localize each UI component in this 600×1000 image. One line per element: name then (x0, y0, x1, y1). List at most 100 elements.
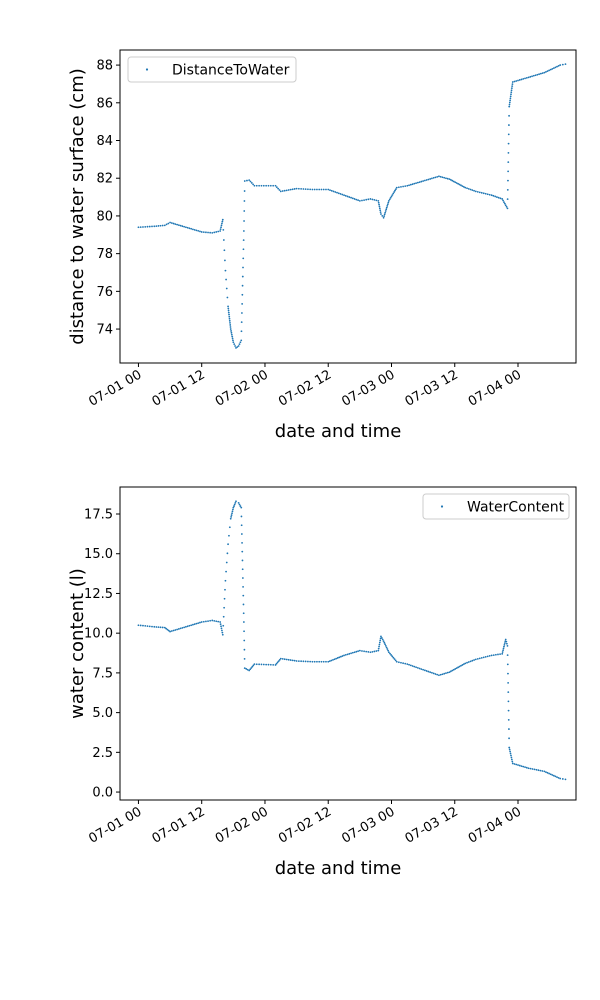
data-point (420, 180, 423, 183)
data-point (506, 663, 509, 666)
data-point (508, 746, 511, 749)
data-point (508, 728, 510, 730)
data-point (460, 664, 462, 667)
data-point (385, 646, 388, 649)
data-point (378, 643, 381, 646)
data-point (464, 662, 467, 665)
data-point (226, 296, 229, 299)
data-point (480, 191, 483, 194)
data-point (505, 642, 508, 645)
data-point (510, 93, 512, 96)
data-point (506, 198, 509, 201)
data-point (320, 660, 323, 663)
data-point (146, 625, 149, 628)
data-point (402, 185, 404, 188)
data-point (242, 239, 245, 242)
data-point (227, 543, 229, 546)
data-point (249, 180, 252, 183)
data-point (307, 660, 309, 663)
data-point (179, 224, 182, 227)
data-point (237, 501, 240, 504)
data-point (358, 649, 361, 652)
x-tick-label: 07-04 00 (466, 367, 524, 409)
data-point (506, 654, 509, 657)
data-point (169, 630, 171, 633)
data-point (159, 626, 162, 629)
data-point (137, 624, 140, 627)
data-point (390, 195, 393, 198)
data-point (211, 232, 214, 234)
data-point (241, 541, 243, 544)
data-point (335, 657, 338, 660)
data-point (384, 643, 386, 646)
data-point (277, 187, 280, 190)
x-tick-label: 07-03 00 (339, 367, 397, 409)
data-point (496, 196, 498, 198)
data-point (231, 337, 234, 340)
data-point (197, 622, 200, 625)
data-point (533, 768, 536, 771)
data-point (322, 660, 325, 663)
data-point (243, 667, 246, 670)
data-point (373, 650, 376, 653)
data-point (484, 192, 487, 195)
data-point (454, 668, 457, 670)
data-point (219, 228, 222, 231)
data-point (391, 655, 394, 658)
data-point (199, 230, 201, 233)
data-point (170, 222, 173, 224)
data-point (318, 660, 321, 663)
data-point (386, 203, 389, 206)
data-point (386, 648, 389, 650)
data-point (378, 203, 380, 206)
data-point (406, 184, 409, 187)
data-point (176, 628, 179, 631)
data-point (274, 664, 277, 666)
data-point (381, 215, 384, 217)
data-point (423, 669, 426, 672)
data-point (297, 187, 300, 190)
data-point (387, 199, 390, 202)
data-point (425, 179, 428, 181)
data-point (476, 657, 479, 660)
data-point (313, 188, 316, 191)
data-point (501, 651, 504, 653)
data-point (228, 315, 231, 318)
data-point (250, 667, 253, 669)
data-point (503, 202, 506, 205)
chart-distance-to-water: 74 76 78 80 82 84 86 88 07-01 00 07-01 12 07-02 00… (67, 49, 577, 442)
data-point (309, 188, 312, 191)
data-point (245, 668, 248, 670)
data-point (524, 77, 526, 80)
data-point (183, 626, 186, 629)
data-point (387, 649, 389, 652)
data-point (473, 659, 475, 661)
data-point (525, 766, 528, 769)
data-point (408, 184, 410, 187)
data-point (242, 248, 245, 251)
data-point (464, 186, 467, 189)
data-point (480, 657, 483, 659)
data-point (448, 671, 451, 673)
data-point (395, 660, 398, 663)
data-point (434, 673, 437, 675)
data-point (508, 101, 511, 104)
data-point (361, 650, 363, 652)
data-point (223, 597, 226, 600)
data-point (409, 183, 412, 186)
data-point (436, 175, 439, 178)
data-point (390, 654, 393, 656)
data-point (505, 640, 508, 643)
data-point (243, 200, 246, 202)
data-point (527, 767, 530, 770)
data-point (404, 185, 407, 188)
data-point (508, 737, 510, 740)
data-point (476, 190, 479, 193)
data-point (230, 514, 233, 516)
data-point (418, 667, 421, 670)
data-point (446, 671, 449, 674)
data-point (285, 658, 288, 661)
data-point (451, 179, 454, 182)
data-point (228, 534, 230, 537)
data-point (241, 312, 243, 314)
